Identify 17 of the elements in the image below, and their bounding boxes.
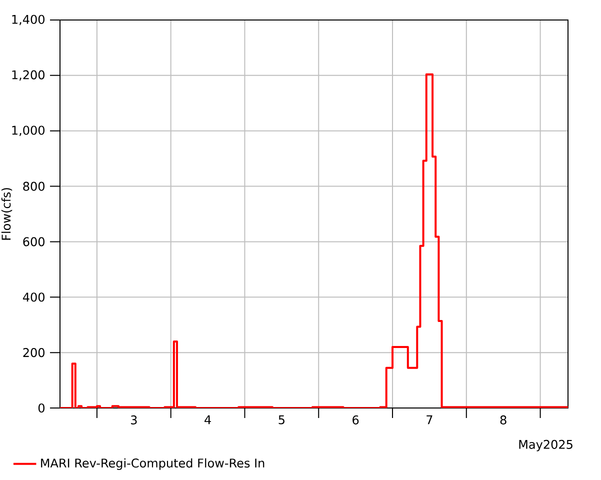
y-tick-label: 0 <box>38 403 44 413</box>
x-tick-label: 6 <box>352 415 359 424</box>
y-tick-label: 800 <box>23 182 44 191</box>
y-tick-label: 1,000 <box>12 126 44 136</box>
x-tick-label: 7 <box>426 415 432 424</box>
y-tick-label: 1,200 <box>12 70 44 81</box>
y-axis-title: Flow(cfs) <box>1 188 12 240</box>
x-axis-title: May2025 <box>519 440 572 452</box>
y-tick-label: 400 <box>22 292 44 302</box>
legend-label: MARI Rev-Regi-Computed Flow-Res In <box>41 458 264 470</box>
x-tick-label: 3 <box>130 415 137 424</box>
y-tick-label: 1,400 <box>12 14 44 26</box>
y-tick-label: 200 <box>23 348 44 358</box>
y-tick-label: 600 <box>23 237 44 246</box>
x-tick-label: 8 <box>500 415 506 424</box>
x-tick-label: 4 <box>204 415 211 424</box>
x-tick-label: 5 <box>278 415 284 424</box>
